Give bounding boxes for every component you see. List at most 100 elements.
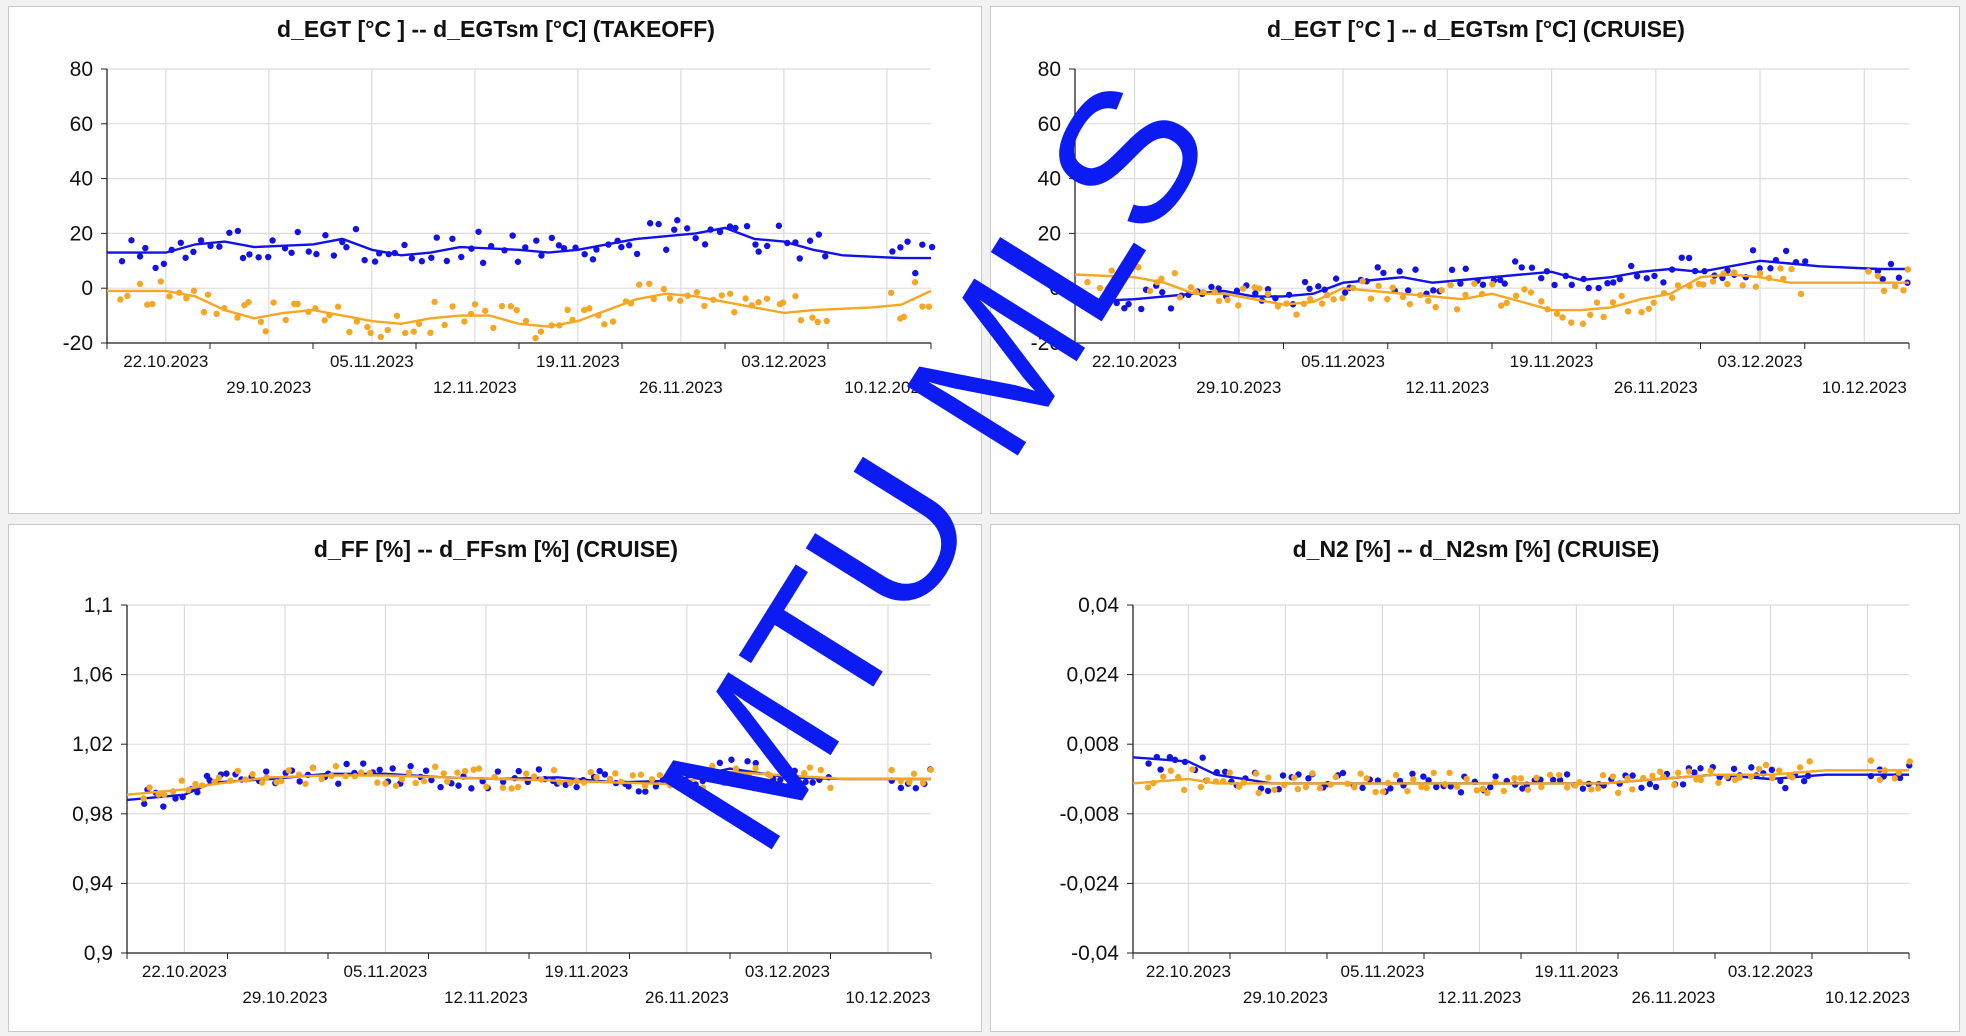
data-point	[1674, 282, 1682, 289]
data-point	[726, 290, 734, 297]
y-tick-label: 20	[70, 222, 93, 245]
data-point	[815, 231, 823, 238]
data-point	[1593, 299, 1601, 306]
data-point	[1235, 783, 1243, 790]
data-point	[508, 785, 515, 792]
data-point	[522, 244, 529, 251]
data-point	[1553, 310, 1561, 317]
data-point	[1756, 270, 1764, 277]
data-point	[1130, 263, 1137, 271]
data-point	[728, 756, 735, 763]
x-tick-label: 19.11.2023	[536, 352, 620, 371]
data-point	[1166, 753, 1174, 761]
data-point	[1521, 286, 1528, 293]
data-point	[239, 254, 247, 262]
data-point	[1715, 779, 1722, 786]
x-tick-label: 10.12.2023	[844, 378, 929, 397]
data-point	[1379, 788, 1387, 795]
data-point	[674, 217, 681, 224]
data-point	[1533, 774, 1540, 782]
data-point	[1511, 258, 1519, 265]
data-point	[1709, 278, 1717, 285]
x-tick-label: 05.11.2023	[330, 352, 414, 371]
data-point	[200, 308, 208, 316]
data-point	[361, 256, 368, 264]
data-point	[646, 220, 654, 227]
data-point	[1463, 775, 1470, 783]
data-point	[910, 770, 918, 777]
data-point	[1453, 306, 1461, 313]
data-point	[335, 780, 342, 787]
data-point	[1599, 772, 1607, 779]
data-point	[1643, 275, 1650, 282]
data-point	[1652, 783, 1660, 791]
data-point	[440, 770, 447, 777]
data-point	[532, 334, 539, 342]
data-point	[1556, 776, 1564, 784]
data-point	[118, 258, 126, 265]
data-point	[1351, 783, 1358, 791]
data-point	[731, 309, 738, 316]
data-point	[1145, 760, 1152, 767]
data-point	[1802, 258, 1809, 265]
data-point	[514, 783, 522, 791]
x-tick-label: 10.12.2023	[1822, 378, 1907, 397]
data-point	[718, 292, 726, 299]
data-point	[1796, 764, 1804, 771]
x-tick-label: 19.11.2023	[1510, 352, 1594, 371]
data-point	[444, 778, 451, 785]
data-point	[1302, 783, 1310, 791]
data-point	[1359, 278, 1366, 285]
data-point	[601, 771, 609, 778]
data-point	[801, 769, 808, 777]
data-point	[1396, 268, 1403, 275]
data-point	[648, 776, 656, 783]
data-point	[1671, 781, 1678, 789]
data-point	[509, 232, 516, 239]
data-point	[809, 779, 816, 786]
data-point	[1471, 280, 1478, 287]
data-point	[332, 762, 340, 770]
data-point	[1102, 300, 1109, 307]
data-point	[1668, 294, 1676, 301]
chart-n2-cruise: d_N2 [%] -- d_N2sm [%] (CRUISE) 0,04 0,024…	[1059, 536, 1913, 1007]
data-point	[897, 244, 904, 251]
data-point	[1084, 278, 1091, 286]
data-point	[814, 318, 821, 326]
data-point	[269, 237, 276, 244]
data-point	[1624, 775, 1631, 782]
data-point	[343, 243, 350, 251]
data-point	[1906, 758, 1913, 765]
data-point	[1775, 767, 1783, 774]
data-point	[1629, 772, 1636, 779]
data-point	[377, 333, 384, 341]
data-point	[374, 779, 381, 786]
data-point	[1730, 765, 1738, 772]
data-point	[1375, 282, 1382, 290]
data-point	[555, 242, 563, 249]
data-point	[1600, 313, 1607, 321]
data-point	[1568, 319, 1575, 326]
data-point	[1503, 299, 1510, 307]
y-tick-label: 0,008	[1066, 733, 1119, 756]
data-point	[779, 299, 787, 306]
data-point	[1189, 766, 1196, 773]
data-point	[1501, 280, 1508, 287]
data-point	[234, 767, 242, 775]
data-point	[166, 293, 173, 300]
data-point	[1797, 290, 1805, 298]
y-tick-label: 0,04	[1078, 594, 1119, 617]
y-tick-label: 1,02	[72, 733, 113, 756]
data-point	[763, 295, 771, 302]
series-line	[1074, 259, 1909, 304]
data-point	[1595, 785, 1602, 792]
y-tick-label: 0,98	[72, 803, 113, 826]
data-point	[437, 783, 444, 791]
data-point	[928, 243, 936, 251]
data-point	[1291, 774, 1298, 781]
data-point	[1879, 275, 1886, 283]
y-tick-label: 1,06	[72, 664, 113, 687]
y-tick-label: 20	[1038, 222, 1061, 245]
data-point	[564, 306, 571, 314]
data-point	[1279, 772, 1287, 779]
